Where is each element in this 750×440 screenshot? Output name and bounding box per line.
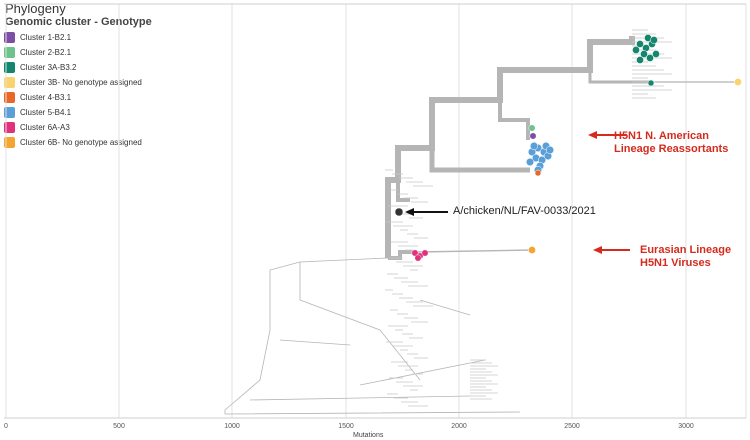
cluster-3a-tip[interactable] bbox=[647, 79, 655, 87]
cluster-5-tip[interactable] bbox=[545, 145, 555, 155]
legend-label: Cluster 2-B2.1 bbox=[20, 48, 72, 57]
cluster-6a-tip[interactable] bbox=[414, 254, 422, 262]
branch-clade-2 bbox=[498, 100, 530, 140]
minor-branch bbox=[299, 299, 421, 381]
cluster-5-tip[interactable] bbox=[525, 157, 535, 167]
legend-label: Cluster 1-B2.1 bbox=[20, 33, 72, 42]
legend-item-cluster-4[interactable]: Cluster 4-B3.1 bbox=[4, 91, 142, 104]
strain-marker[interactable] bbox=[394, 207, 404, 217]
cluster-3a-tip[interactable] bbox=[652, 50, 660, 58]
x-tick-label: 1000 bbox=[224, 423, 240, 430]
minor-branch bbox=[269, 261, 301, 330]
x-tick-label: 3000 bbox=[678, 423, 694, 430]
x-axis-title: Mutations bbox=[353, 432, 384, 439]
legend-swatch bbox=[4, 62, 15, 73]
minor-branch bbox=[224, 410, 521, 415]
branch-clade-3b bbox=[588, 70, 650, 84]
legend-swatch bbox=[4, 122, 15, 133]
annotation-line: H5N1 Viruses bbox=[640, 257, 711, 269]
legend-item-cluster-5[interactable]: Cluster 5-B4.1 bbox=[4, 106, 142, 119]
branch-strain bbox=[396, 180, 410, 202]
legend-swatch bbox=[4, 32, 15, 43]
cluster-3a-tip[interactable] bbox=[650, 36, 658, 44]
cluster-5-tip[interactable] bbox=[529, 141, 539, 151]
cluster-3a-tip[interactable] bbox=[640, 50, 648, 58]
annotation-line: H5N1 N. American bbox=[614, 130, 709, 142]
cluster-3b-tip[interactable] bbox=[734, 78, 742, 86]
legend-label: Cluster 6B- No genotype assigned bbox=[20, 138, 142, 147]
cluster-3a-tip[interactable] bbox=[646, 54, 654, 62]
legend-label: Cluster 3A-B3.2 bbox=[20, 63, 77, 72]
x-tick-label: 2000 bbox=[451, 423, 467, 430]
arrow-na-head bbox=[588, 131, 597, 139]
cluster-2-tip[interactable] bbox=[528, 124, 536, 132]
x-tick-label: 500 bbox=[113, 423, 125, 430]
legend-label: Cluster 4-B3.1 bbox=[20, 93, 72, 102]
legend-swatch bbox=[4, 92, 15, 103]
cluster-3a-tip[interactable] bbox=[636, 40, 644, 48]
legend-item-cluster-2[interactable]: Cluster 2-B2.1 bbox=[4, 46, 142, 59]
strain-label: A/chicken/NL/FAV-0033/2021 bbox=[453, 205, 596, 217]
cluster-1-tip[interactable] bbox=[529, 132, 537, 140]
annotation-eurasian-lineage: Eurasian Lineage H5N1 Viruses bbox=[640, 244, 731, 270]
branch-clade-6b bbox=[416, 249, 533, 253]
tip-markers[interactable] bbox=[394, 34, 742, 262]
x-tick-label: 2500 bbox=[564, 423, 580, 430]
cluster-4-tip[interactable] bbox=[534, 169, 542, 177]
minor-branch bbox=[224, 329, 271, 411]
legend: Cluster 1-B2.1 Cluster 2-B2.1 Cluster 3A… bbox=[4, 31, 142, 151]
legend-item-cluster-6a[interactable]: Cluster 6A-A3 bbox=[4, 121, 142, 134]
legend-swatch bbox=[4, 77, 15, 88]
annotation-arrows bbox=[405, 131, 630, 254]
annotation-line: Lineage Reassortants bbox=[614, 143, 729, 155]
legend-swatch bbox=[4, 107, 15, 118]
minor-branch bbox=[419, 299, 471, 316]
cluster-3a-tip[interactable] bbox=[636, 56, 644, 64]
legend-label: Cluster 5-B4.1 bbox=[20, 108, 72, 117]
x-tick-label: 0 bbox=[4, 423, 8, 430]
arrow-strain-head bbox=[405, 208, 414, 216]
minor-branch bbox=[249, 395, 471, 401]
legend-item-cluster-3b[interactable]: Cluster 3B- No genotype assigned bbox=[4, 76, 142, 89]
legend-item-cluster-1[interactable]: Cluster 1-B2.1 bbox=[4, 31, 142, 44]
legend-swatch bbox=[4, 47, 15, 58]
annotation-line: Eurasian Lineage bbox=[640, 244, 732, 256]
legend-label: Cluster 6A-A3 bbox=[20, 123, 70, 132]
phylogeny-tree bbox=[224, 29, 738, 415]
legend-title: Genomic cluster - Genotype bbox=[5, 16, 152, 28]
legend-item-cluster-6b[interactable]: Cluster 6B- No genotype assigned bbox=[4, 136, 142, 149]
minor-branch bbox=[299, 257, 389, 300]
cluster-3a-tip[interactable] bbox=[632, 46, 640, 54]
cluster-6a-tip[interactable] bbox=[421, 249, 429, 257]
legend-label: Cluster 3B- No genotype assigned bbox=[20, 78, 142, 87]
legend-item-cluster-3a[interactable]: Cluster 3A-B3.2 bbox=[4, 61, 142, 74]
branch-clade-5 bbox=[429, 148, 530, 173]
panel-title: Phylogeny bbox=[5, 1, 66, 16]
backbone-branch bbox=[385, 36, 635, 258]
cluster-6b-tip[interactable] bbox=[528, 246, 536, 254]
arrow-eu-head bbox=[593, 246, 602, 254]
x-tick-label: 1500 bbox=[338, 423, 354, 430]
legend-swatch bbox=[4, 137, 15, 148]
cluster-6a-tip[interactable] bbox=[411, 249, 419, 257]
annotation-na-reassortants: H5N1 N. American Lineage Reassortants bbox=[614, 130, 728, 156]
minor-branch bbox=[359, 359, 486, 386]
minor-branch bbox=[279, 339, 351, 346]
